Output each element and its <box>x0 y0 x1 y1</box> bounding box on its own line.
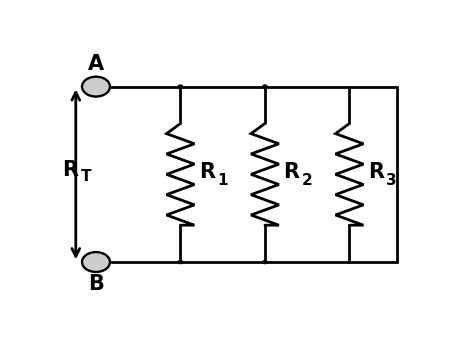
Text: 1: 1 <box>217 173 228 188</box>
Text: 3: 3 <box>386 173 397 188</box>
Text: R: R <box>283 162 300 182</box>
Text: R: R <box>62 160 78 181</box>
Circle shape <box>178 85 182 88</box>
Circle shape <box>263 260 267 264</box>
Text: R: R <box>368 162 384 182</box>
Text: 2: 2 <box>301 173 312 188</box>
Text: A: A <box>88 54 104 74</box>
Text: R: R <box>199 162 215 182</box>
Text: T: T <box>81 169 91 184</box>
Circle shape <box>178 260 182 264</box>
Circle shape <box>263 85 267 88</box>
Circle shape <box>82 76 110 97</box>
Text: B: B <box>88 274 104 294</box>
Circle shape <box>82 252 110 272</box>
